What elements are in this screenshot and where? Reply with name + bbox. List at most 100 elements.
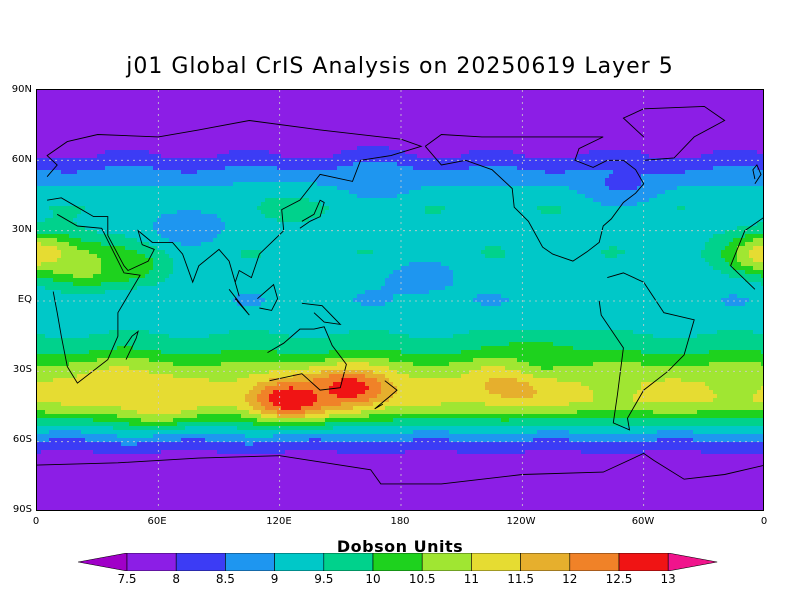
heatmap-cell [357, 174, 362, 179]
heatmap-cell [57, 174, 62, 179]
heatmap-cell [345, 94, 350, 99]
heatmap-cell [377, 110, 382, 115]
heatmap-cell [497, 114, 502, 119]
heatmap-cell [637, 94, 642, 99]
heatmap-cell [693, 130, 698, 135]
heatmap-cell [105, 138, 110, 143]
heatmap-cell [157, 94, 162, 99]
heatmap-cell [85, 94, 90, 99]
heatmap-cell [361, 94, 366, 99]
heatmap-cell [353, 134, 358, 139]
heatmap-cell [61, 118, 66, 123]
heatmap-cell [609, 122, 614, 127]
heatmap-cell [657, 182, 662, 187]
heatmap-cell [117, 178, 122, 183]
heatmap-cell [733, 102, 738, 107]
heatmap-cell [161, 90, 166, 95]
heatmap-cell [253, 194, 258, 199]
heatmap-cell [101, 154, 106, 159]
heatmap-cell [241, 106, 246, 111]
heatmap-cell [213, 190, 218, 195]
heatmap-cell [345, 154, 350, 159]
heatmap-cell [689, 126, 694, 131]
heatmap-cell [585, 94, 590, 99]
heatmap-cell [349, 110, 354, 115]
heatmap-cell [689, 150, 694, 155]
heatmap-cell [93, 158, 98, 163]
heatmap-cell [189, 118, 194, 123]
heatmap-cell [661, 138, 666, 143]
heatmap-cell [597, 98, 602, 103]
heatmap-cell [641, 98, 646, 103]
heatmap-cell [37, 186, 42, 191]
heatmap-cell [193, 110, 198, 115]
heatmap-cell [297, 138, 302, 143]
heatmap-cell [145, 114, 150, 119]
heatmap-cell [613, 122, 618, 127]
heatmap-cell [413, 138, 418, 143]
heatmap-cell [601, 110, 606, 115]
heatmap-cell [321, 142, 326, 147]
heatmap-cell [177, 134, 182, 139]
heatmap-cell [165, 154, 170, 159]
heatmap-cell [481, 118, 486, 123]
heatmap-cell [393, 146, 398, 151]
heatmap-cell [485, 98, 490, 103]
heatmap-cell [189, 138, 194, 143]
heatmap-cell [301, 94, 306, 99]
heatmap-cell [289, 190, 294, 195]
heatmap-cell [685, 166, 690, 171]
heatmap-cell [269, 186, 274, 191]
heatmap-cell [121, 182, 126, 187]
heatmap-cell [617, 98, 622, 103]
heatmap-cell [177, 110, 182, 115]
heatmap-cell [217, 170, 222, 175]
heatmap-cell [37, 98, 42, 103]
heatmap-cell [741, 118, 746, 123]
heatmap-cell [377, 162, 382, 167]
heatmap-cell [361, 138, 366, 143]
heatmap-cell [349, 94, 354, 99]
heatmap-cell [365, 94, 370, 99]
heatmap-cell [653, 134, 658, 139]
heatmap-cell [281, 102, 286, 107]
heatmap-cell [265, 194, 270, 199]
heatmap-cell [77, 170, 82, 175]
heatmap-cell [117, 158, 122, 163]
heatmap-cell [141, 146, 146, 151]
heatmap-cell [349, 190, 354, 195]
heatmap-cell [317, 166, 322, 171]
heatmap-cell [301, 174, 306, 179]
heatmap-cell [149, 190, 154, 195]
heatmap-cell [561, 130, 566, 135]
heatmap-cell [653, 138, 658, 143]
heatmap-cell [685, 126, 690, 131]
heatmap-cell [201, 174, 206, 179]
heatmap-cell [633, 158, 638, 163]
heatmap-cell [609, 110, 614, 115]
heatmap-cell [149, 198, 154, 203]
heatmap-cell [57, 90, 62, 95]
heatmap-cell [413, 98, 418, 103]
heatmap-cell [717, 134, 722, 139]
heatmap-cell [441, 98, 446, 103]
heatmap-cell [177, 146, 182, 151]
heatmap-cell [493, 146, 498, 151]
heatmap-cell [357, 186, 362, 191]
heatmap-cell [225, 170, 230, 175]
heatmap-cell [529, 134, 534, 139]
heatmap-cell [553, 194, 558, 199]
heatmap-cell [273, 166, 278, 171]
heatmap-cell [69, 98, 74, 103]
heatmap-cell [573, 178, 578, 183]
heatmap-cell [173, 94, 178, 99]
heatmap-cell [37, 190, 42, 195]
heatmap-cell [653, 126, 658, 131]
heatmap-cell [461, 182, 466, 187]
heatmap-cell [241, 110, 246, 115]
heatmap-cell [601, 98, 606, 103]
heatmap-cell [449, 142, 454, 147]
heatmap-cell [209, 106, 214, 111]
heatmap-cell [741, 178, 746, 183]
heatmap-cell [349, 122, 354, 127]
